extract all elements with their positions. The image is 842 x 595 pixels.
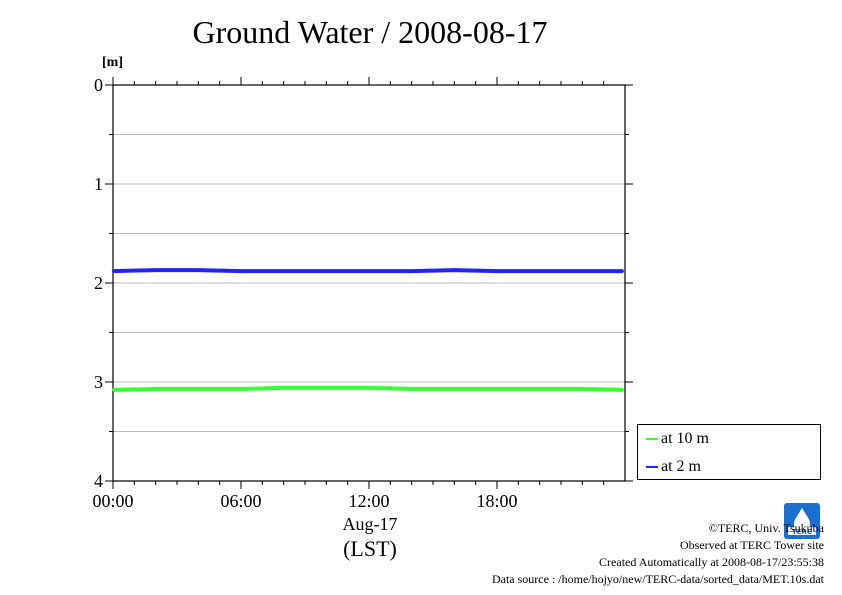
y-tick-label: 4: [94, 471, 103, 491]
y-tick-label: 1: [94, 174, 103, 194]
series-point: [581, 387, 584, 391]
x-tick-label: 06:00: [220, 491, 261, 511]
series-point: [282, 386, 285, 390]
x-tick-label: 00:00: [92, 491, 133, 511]
series-point: [154, 387, 157, 391]
svg-text:TERC: TERC: [792, 528, 812, 536]
terc-logo: TERC: [784, 503, 820, 539]
footer-source: Data source : /home/hojyo/new/TERC-data/…: [491, 572, 824, 586]
legend-label-2m: at 2 m: [661, 458, 701, 475]
x-axis-date-label: Aug-17: [342, 514, 398, 534]
footer-created: Created Automatically at 2008-08-17/23:5…: [599, 555, 824, 569]
legend-item-2m: at 2 m: [646, 458, 701, 476]
y-tick-label: 0: [94, 75, 103, 95]
legend: at 10 m at 2 m: [637, 424, 821, 480]
legend-label-10m: at 10 m: [661, 430, 709, 447]
series-point: [367, 269, 371, 273]
y-tick-label: 3: [94, 372, 103, 392]
series-point: [239, 269, 243, 273]
series-point: [197, 268, 200, 272]
legend-swatch-10m: [646, 438, 658, 440]
series-point: [239, 387, 243, 391]
series-point: [367, 386, 371, 390]
series-point: [581, 269, 584, 273]
series-point: [111, 388, 115, 392]
footer-observed: Observed at TERC Tower site: [679, 538, 824, 552]
x-axis-timezone-label: (LST): [343, 536, 397, 561]
legend-swatch-2m: [646, 466, 658, 468]
series-point: [197, 387, 200, 391]
series-point: [453, 268, 456, 272]
series-point: [410, 387, 413, 391]
x-tick-label: 18:00: [476, 491, 517, 511]
x-tick-label: 12:00: [348, 491, 389, 511]
series-point: [621, 269, 625, 273]
series-point: [154, 268, 157, 272]
series-point: [621, 388, 625, 392]
series-point: [325, 386, 328, 390]
legend-item-10m: at 10 m: [646, 430, 709, 448]
y-axis-unit: [m]: [102, 55, 123, 70]
footer-copyright: ©TERC, Univ. Tsukuba: [708, 521, 824, 535]
series-point: [453, 387, 456, 391]
series-point: [325, 269, 328, 273]
chart-title: Ground Water / 2008-08-17: [192, 14, 548, 50]
series-point: [495, 269, 499, 273]
series-point: [495, 387, 499, 391]
y-tick-label: 2: [94, 273, 103, 293]
series-point: [538, 269, 541, 273]
series-point: [538, 387, 541, 391]
series-point: [282, 269, 285, 273]
series-point: [111, 269, 115, 273]
series-point: [410, 269, 413, 273]
